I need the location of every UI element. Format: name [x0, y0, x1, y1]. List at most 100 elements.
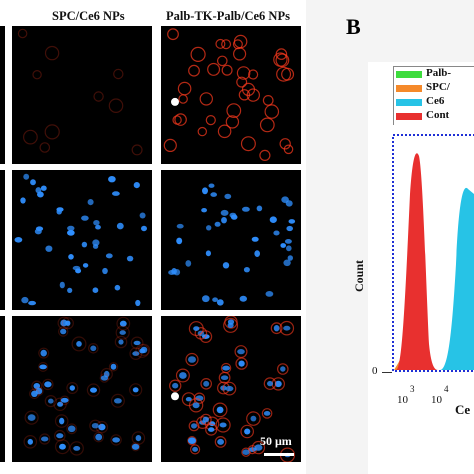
- nucleus: [95, 433, 103, 441]
- nucleus: [283, 259, 291, 267]
- legend-swatch: [396, 113, 422, 120]
- nucleus: [202, 295, 210, 303]
- cell-outline: [221, 39, 232, 50]
- nucleus: [60, 397, 69, 403]
- nucleus: [48, 398, 54, 404]
- nucleus: [41, 436, 49, 442]
- nucleus: [31, 390, 38, 397]
- nucleus: [116, 222, 124, 230]
- cell-outline: [275, 53, 290, 68]
- nucleus: [20, 197, 26, 204]
- nucleus: [230, 214, 238, 220]
- cell-outline: [44, 394, 57, 408]
- legend-item: SPC/: [394, 81, 474, 94]
- cell-outline: [177, 81, 192, 96]
- cell-outline: [259, 149, 271, 161]
- image-spc-ce6-red: [12, 26, 152, 164]
- cell-outline: [135, 344, 150, 358]
- nucleus: [216, 406, 224, 414]
- nucleus: [185, 397, 192, 402]
- cell-outline: [69, 441, 84, 456]
- cell-outline: [175, 368, 190, 383]
- nucleus: [91, 423, 99, 429]
- nucleus: [100, 375, 109, 381]
- nucleus: [40, 349, 47, 357]
- cell-outline: [226, 103, 242, 118]
- nucleus: [45, 245, 53, 252]
- nucleus: [254, 250, 260, 257]
- nucleus: [288, 219, 296, 224]
- left-edge-strip-row1: [0, 26, 5, 164]
- nucleus: [23, 173, 30, 180]
- cell-outline: [110, 434, 122, 446]
- cell-outline: [88, 342, 99, 354]
- cell-outline: [205, 423, 218, 436]
- nucleus: [273, 325, 280, 332]
- nucleus: [269, 216, 277, 223]
- nucleus: [56, 433, 64, 439]
- cell-outline: [108, 98, 124, 113]
- nucleus: [280, 366, 286, 372]
- cell-outline: [200, 413, 212, 426]
- red-histogram: [396, 153, 438, 370]
- nucleus: [76, 341, 82, 347]
- nucleus: [220, 209, 229, 216]
- nucleus: [273, 230, 280, 236]
- nucleus: [222, 365, 230, 371]
- nucleus: [244, 428, 251, 435]
- nucleus: [132, 387, 139, 393]
- y-axis-zero: 0: [372, 365, 378, 377]
- nucleus: [132, 351, 140, 356]
- cell-outline: [193, 392, 206, 404]
- cell-outline: [24, 410, 39, 425]
- nucleus: [203, 380, 210, 387]
- nucleus: [283, 325, 291, 331]
- nucleus: [135, 435, 142, 442]
- image-palb-ce6-merge: 50 μm: [161, 316, 301, 462]
- nucleus: [192, 402, 200, 409]
- nucleus: [90, 345, 97, 352]
- nucleus: [59, 443, 66, 450]
- cell-outline: [194, 326, 208, 340]
- nucleus: [287, 255, 293, 261]
- nucleus: [243, 267, 250, 273]
- cell-outline: [71, 336, 87, 352]
- legend-swatch: [396, 85, 422, 92]
- cell-outline: [221, 64, 233, 76]
- cell-outline: [232, 39, 243, 50]
- cell-outline: [110, 393, 125, 408]
- cell-outline: [108, 362, 119, 372]
- nucleus: [114, 284, 121, 291]
- nucleus: [263, 411, 271, 416]
- legend-swatch: [396, 71, 422, 78]
- cell-outline: [53, 429, 66, 442]
- nucleus: [102, 267, 108, 275]
- cell-outline: [59, 395, 70, 406]
- cell-outline: [44, 124, 60, 140]
- nucleus: [212, 297, 218, 302]
- nucleus: [188, 437, 196, 444]
- cell-outline: [129, 383, 143, 397]
- cell-outline: [38, 347, 50, 359]
- cell-outline: [276, 66, 292, 82]
- cell-outline: [222, 381, 237, 396]
- nucleus: [238, 360, 245, 367]
- nucleus: [179, 372, 187, 379]
- cell-outline: [214, 435, 227, 448]
- nucleus: [110, 363, 117, 370]
- nucleus: [221, 217, 227, 224]
- cell-outline: [167, 28, 179, 41]
- cell-outline: [137, 343, 151, 357]
- nucleus: [171, 268, 177, 275]
- cell-outline: [189, 444, 201, 455]
- cell-outline: [58, 326, 69, 337]
- nucleus: [222, 262, 230, 269]
- cell-outline: [44, 45, 60, 61]
- left-edge-strip-row3: [0, 316, 5, 462]
- column-title-spc: SPC/Ce6 NPs: [52, 9, 125, 23]
- nucleus: [67, 225, 75, 231]
- nucleus: [286, 245, 292, 252]
- x-tick-10-3-exp: 3: [410, 384, 415, 394]
- cell-outline: [188, 321, 204, 337]
- nucleus: [206, 225, 212, 231]
